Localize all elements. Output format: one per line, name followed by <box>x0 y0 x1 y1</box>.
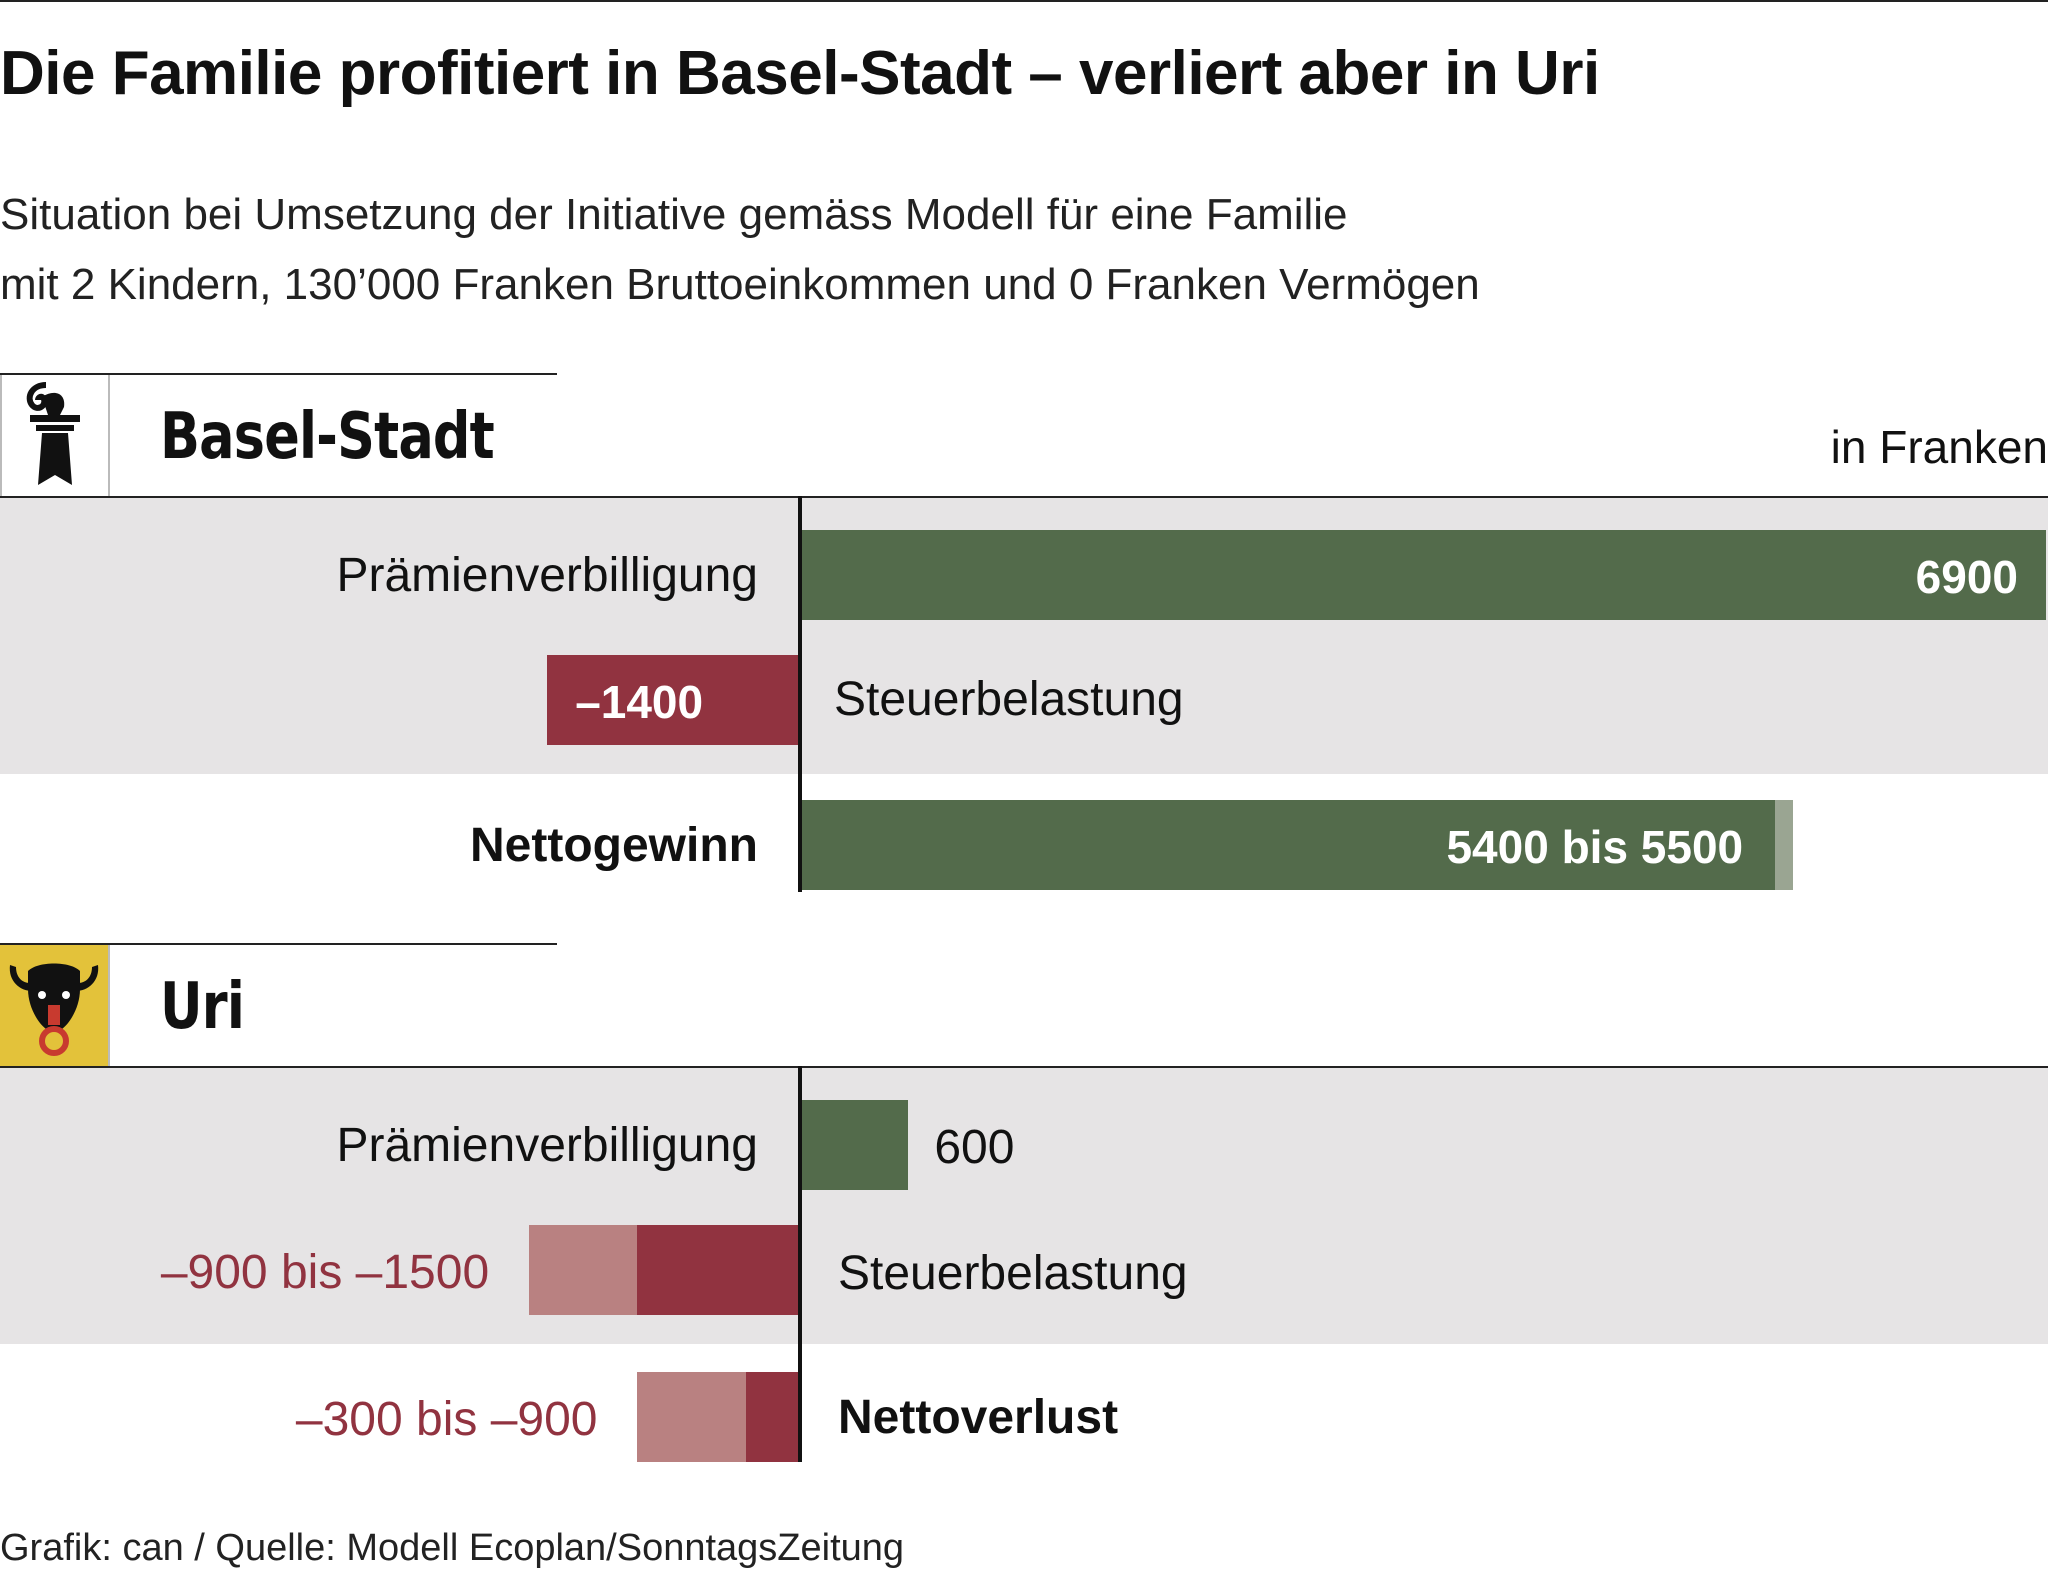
source-footer: Grafik: can / Quelle: Modell Ecoplan/Son… <box>0 1527 905 1569</box>
subtitle-line-2: mit 2 Kindern, 130’000 Franken Bruttoein… <box>0 260 1480 309</box>
chart-subtitle: Situation bei Umsetzung der Initiative g… <box>0 180 1480 320</box>
uri-value-netto: –300 bis –900 <box>295 1393 598 1446</box>
basel-region-name: Basel-Stadt <box>160 400 495 474</box>
basel-value-steuer: –1400 <box>575 676 704 728</box>
uri-row-label-steuer: Steuerbelastung <box>838 1247 1188 1300</box>
basel-crest <box>0 375 110 497</box>
basel-row-label-netto: Nettogewinn <box>470 819 758 872</box>
uri-region-name: Uri <box>160 970 245 1044</box>
uri-bar-steuer-range <box>529 1225 638 1315</box>
baselstab-crest-icon <box>26 382 80 485</box>
basel-bar-netto <box>800 800 1776 890</box>
unit-label: in Franken <box>1830 421 2048 473</box>
uri-crest <box>0 945 110 1067</box>
basel-value-netto: 5400 bis 5500 <box>1446 821 1744 873</box>
basel-bar-praemie <box>800 530 2046 620</box>
basel-value-praemie: 6900 <box>1915 551 2018 603</box>
basel-bar-steuer <box>547 655 800 745</box>
uri-bar-praemie <box>800 1100 909 1190</box>
uri-row-label-praemie: Prämienverbilligung <box>336 1119 758 1172</box>
basel-header-baseline <box>0 496 2048 498</box>
subtitle-line-1: Situation bei Umsetzung der Initiative g… <box>0 190 1348 239</box>
uri-row-label-netto: Nettoverlust <box>838 1391 1119 1444</box>
uri-zero-axis <box>798 1066 802 1462</box>
basel-row-label-praemie: Prämienverbilligung <box>336 549 758 602</box>
uri-value-steuer: –900 bis –1500 <box>160 1246 490 1299</box>
uri-background-band <box>0 1068 2048 1344</box>
uri-bar-netto <box>745 1372 800 1462</box>
basel-header-rule <box>0 373 557 375</box>
bull-head-crest-icon <box>9 963 99 1056</box>
chart-title: Die Familie profitiert in Basel-Stadt – … <box>0 39 1600 108</box>
basel-bar-netto-range <box>1775 800 1794 890</box>
top-rule <box>0 0 2048 2</box>
uri-header-baseline <box>0 1066 2048 1068</box>
basel-zero-axis <box>798 496 802 892</box>
uri-bar-netto-range <box>637 1372 746 1462</box>
uri-header-rule <box>0 943 557 945</box>
uri-value-praemie: 600 <box>934 1121 1015 1174</box>
basel-row-label-steuer: Steuerbelastung <box>834 673 1184 726</box>
uri-bar-steuer <box>637 1225 800 1315</box>
